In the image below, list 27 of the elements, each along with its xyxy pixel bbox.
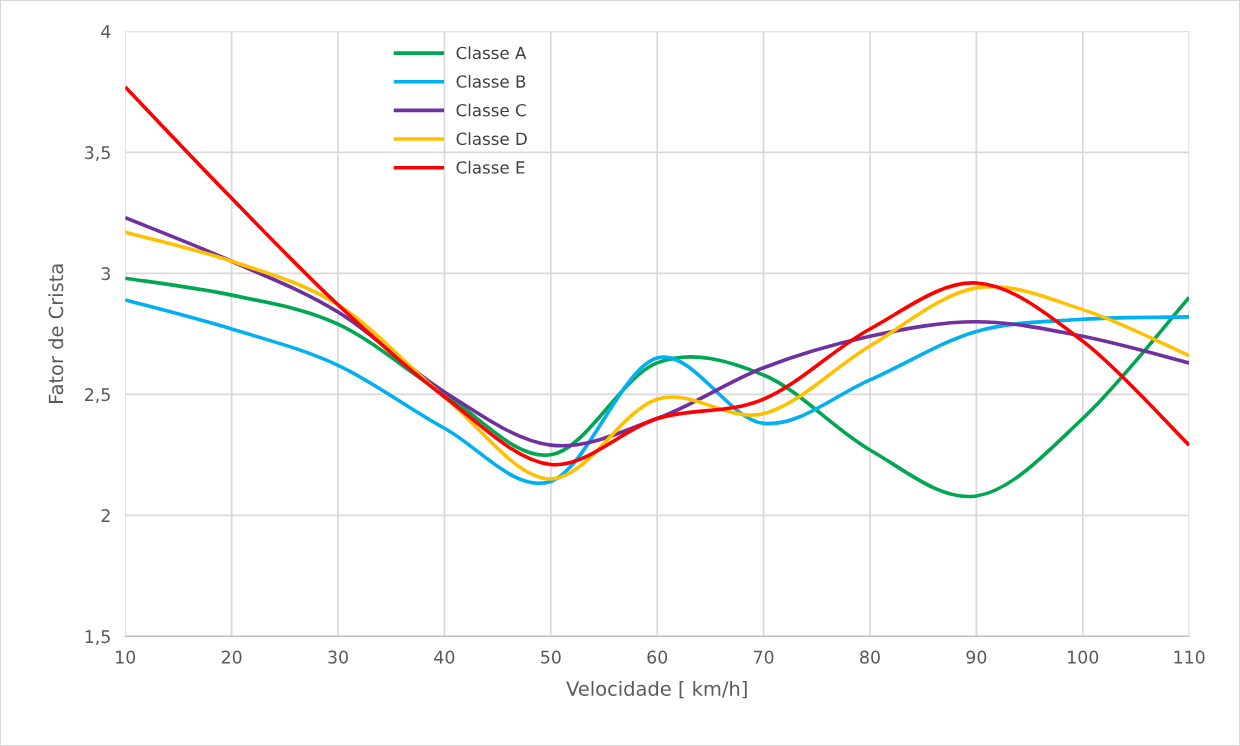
x-tick-label: 10 [116,650,136,664]
y-tick-label: 3 [101,267,110,281]
x-tick-label: 60 [647,650,668,664]
line-series [125,298,1190,485]
x-tick-label: 40 [434,650,455,664]
x-tick-label: 20 [221,650,242,664]
x-tick-label: 70 [753,650,774,664]
legend-label: Classe B [456,74,526,88]
x-tick-label: 90 [966,650,987,664]
y-tick-label: 2 [101,509,110,522]
legend-label: Classe E [456,160,525,174]
x-tick-label: 50 [541,650,561,664]
x-tick-label: 30 [328,650,348,664]
x-axis-title: Velocidade [ km/h] [566,680,747,699]
x-tick-label: 80 [860,650,880,664]
y-tick-label: 4 [101,25,111,38]
line-series [125,276,1190,499]
x-tick-label: 110 [1174,650,1205,664]
legend-label: Classe A [456,46,527,60]
y-tick-label: 2,5 [85,388,110,403]
y-tick-label: 3,5 [85,146,110,161]
legend-label: Classe C [456,103,526,117]
x-tick-label: 100 [1068,650,1099,664]
y-tick-label: 1,5 [85,630,110,645]
legend-label: Classe D [456,132,527,146]
line-series [125,230,1190,481]
y-axis-title: Fator de Crista [48,264,64,403]
